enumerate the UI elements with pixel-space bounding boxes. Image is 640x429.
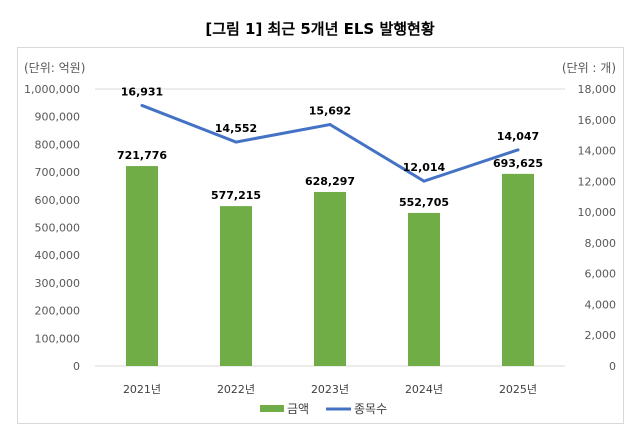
line-point <box>328 123 332 127</box>
line-point <box>140 103 144 107</box>
line-point <box>516 148 520 152</box>
right-tick-label: 0 <box>609 360 616 373</box>
bar-data-label: 628,297 <box>305 175 355 188</box>
line-data-label: 16,931 <box>121 85 163 98</box>
line-data-label: 14,552 <box>215 122 257 135</box>
left-tick-label: 100,000 <box>35 332 81 345</box>
bar-2024년 <box>408 212 440 366</box>
legend-label-금액: 금액 <box>287 402 309 416</box>
right-tick-label: 18,000 <box>578 83 617 96</box>
legend-bar-swatch <box>260 405 284 412</box>
right-tick-label: 14,000 <box>578 145 617 158</box>
left-tick-label: 200,000 <box>35 305 81 318</box>
right-tick-label: 2,000 <box>585 329 617 342</box>
left-tick-label: 700,000 <box>35 166 81 179</box>
category-label: 2021년 <box>123 383 161 396</box>
left-axis-unit: (단위: 억원) <box>24 61 85 75</box>
left-tick-label: 300,000 <box>35 277 81 290</box>
bar-2021년 <box>126 166 158 366</box>
bar-data-label: 552,705 <box>399 196 449 209</box>
category-label: 2023년 <box>311 383 349 396</box>
line-data-label: 12,014 <box>403 161 446 174</box>
chart-frame <box>17 47 624 424</box>
bar-data-label: 577,215 <box>211 189 261 202</box>
right-tick-label: 6,000 <box>585 268 617 281</box>
right-tick-label: 8,000 <box>585 237 617 250</box>
left-tick-label: 0 <box>73 360 80 373</box>
left-tick-label: 1,000,000 <box>24 83 80 96</box>
right-tick-label: 10,000 <box>578 206 617 219</box>
right-tick-label: 4,000 <box>585 298 617 311</box>
legend-label-종목수: 종목수 <box>354 402 387 416</box>
left-tick-label: 800,000 <box>35 138 81 151</box>
bar-2023년 <box>314 191 346 366</box>
left-tick-label: 900,000 <box>35 111 81 124</box>
bar-2025년 <box>502 173 534 366</box>
category-label: 2024년 <box>405 383 443 396</box>
line-point <box>422 179 426 183</box>
right-tick-label: 12,000 <box>578 175 617 188</box>
left-tick-label: 500,000 <box>35 222 81 235</box>
left-tick-label: 600,000 <box>35 194 81 207</box>
category-label: 2022년 <box>217 383 255 396</box>
category-label: 2025년 <box>499 383 537 396</box>
bar-2022년 <box>220 206 252 366</box>
line-point <box>234 140 238 144</box>
bar-data-label: 721,776 <box>117 149 167 162</box>
bar-data-label: 693,625 <box>493 157 543 170</box>
right-tick-label: 16,000 <box>578 114 617 127</box>
chart-title: [그림 1] 최근 5개년 ELS 발행현황 <box>205 20 435 38</box>
left-tick-label: 400,000 <box>35 249 81 262</box>
line-data-label: 15,692 <box>309 105 351 118</box>
line-data-label: 14,047 <box>497 130 539 143</box>
right-axis-unit: (단위 : 개) <box>562 61 616 75</box>
